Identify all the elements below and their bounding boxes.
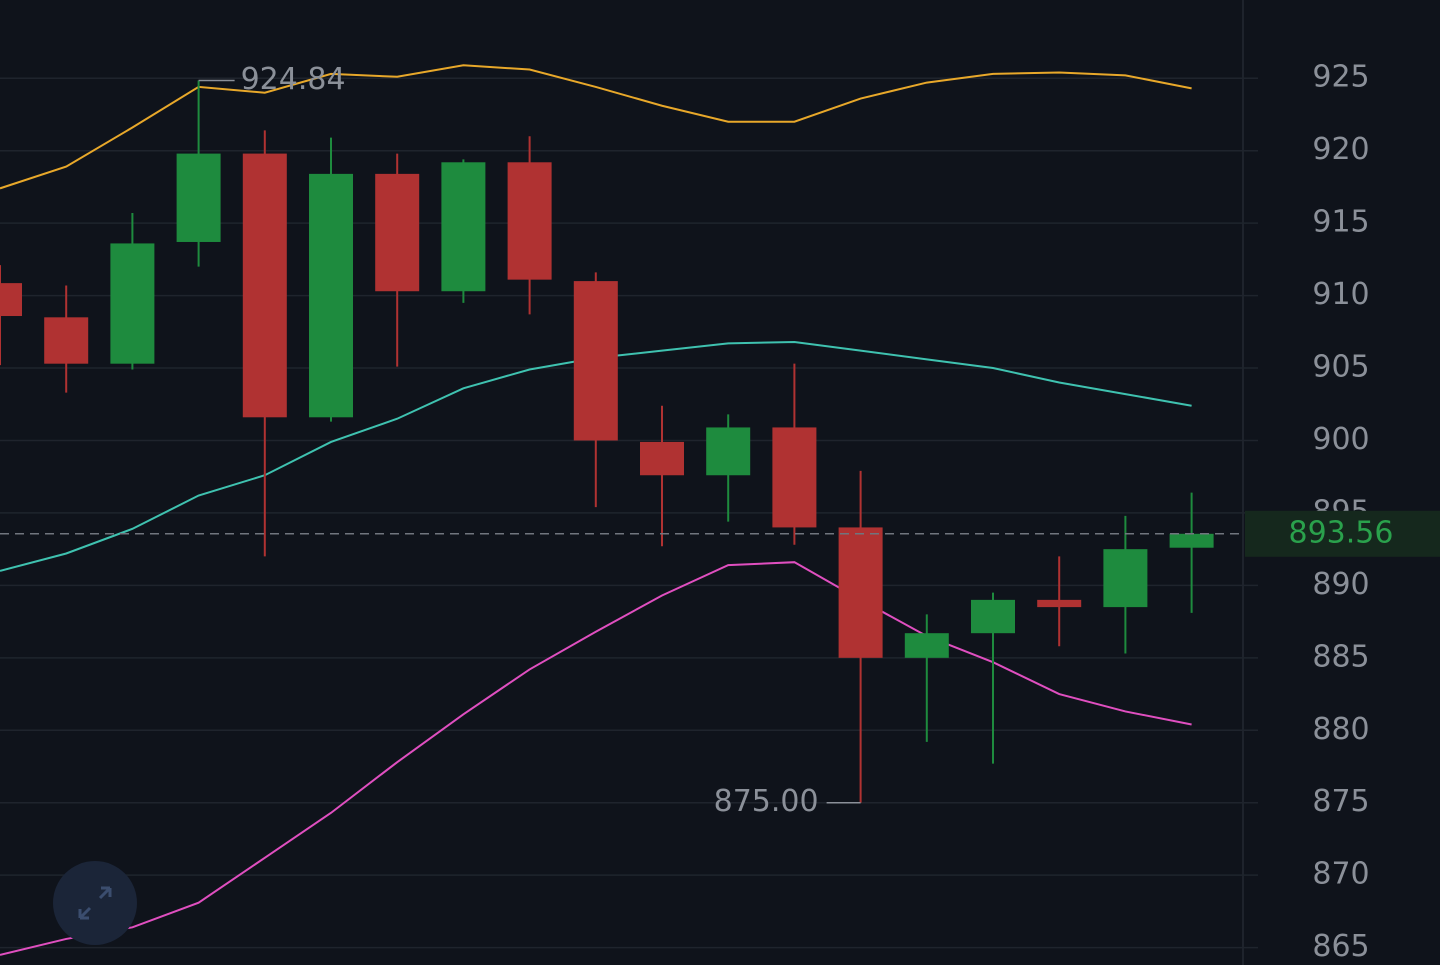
candle-body — [706, 427, 751, 476]
candle-body — [309, 173, 353, 418]
candle-body — [1037, 599, 1082, 608]
expand-icon — [78, 886, 112, 920]
y-tick-label: 880 — [1312, 712, 1369, 747]
expand-button[interactable] — [53, 861, 137, 945]
y-tick-label: 925 — [1312, 60, 1369, 95]
y-tick-label: 890 — [1312, 567, 1369, 602]
candle-body — [1169, 533, 1214, 548]
candle-body — [44, 317, 89, 364]
last-price-box — [1245, 510, 1440, 557]
y-tick-label: 910 — [1312, 277, 1369, 312]
candle-body — [573, 281, 618, 441]
candle-body — [441, 162, 486, 292]
candle-body — [176, 153, 221, 242]
y-tick-label: 920 — [1312, 132, 1369, 167]
candle-body — [242, 153, 287, 418]
candle-body — [838, 527, 883, 658]
candle-body — [971, 599, 1015, 634]
candle-body — [640, 441, 684, 476]
y-tick-label: 870 — [1312, 857, 1369, 892]
high-label: 924.84 — [241, 62, 346, 97]
y-tick-label: 900 — [1312, 422, 1369, 457]
candle-body — [110, 243, 155, 364]
last-price-label: 893.56 — [1289, 515, 1394, 550]
candle-body — [0, 283, 22, 317]
candle-body — [1103, 549, 1148, 608]
candle-body — [375, 173, 420, 292]
y-tick-label: 875 — [1312, 784, 1369, 819]
candle-body — [772, 427, 817, 528]
y-tick-label: 865 — [1312, 929, 1369, 964]
candle-body — [507, 162, 552, 280]
low-label: 875.00 — [714, 784, 819, 819]
y-tick-label: 905 — [1312, 350, 1369, 385]
expand-circle[interactable] — [53, 861, 137, 945]
y-tick-label: 915 — [1312, 205, 1369, 240]
y-tick-label: 885 — [1312, 639, 1369, 674]
candle-body — [904, 633, 949, 658]
